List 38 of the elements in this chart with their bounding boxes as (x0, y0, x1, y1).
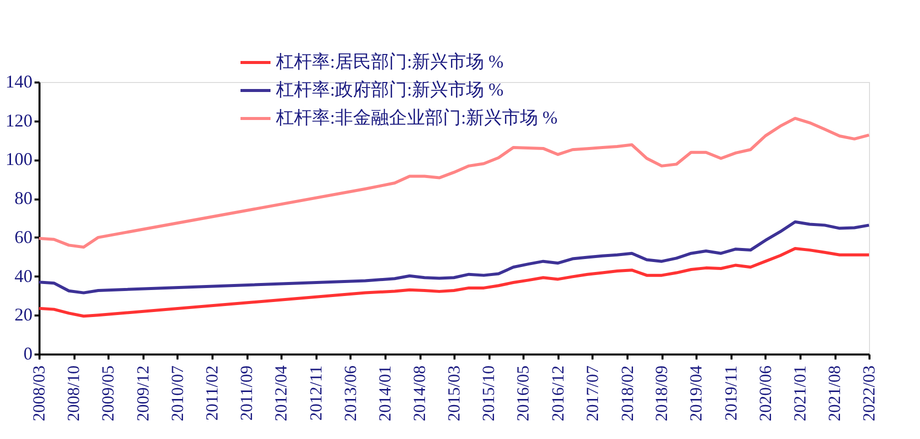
x-tick-label: 2012/04 (272, 365, 291, 422)
y-tick-label: 100 (6, 149, 32, 170)
legend-label: 杠杆率:居民部门:新兴市场 % (275, 52, 504, 72)
x-tick-label: 2014/01 (376, 366, 395, 422)
x-tick-label: 2008/03 (30, 366, 48, 422)
x-tick-label: 2018/02 (618, 366, 637, 422)
x-tick-label: 2018/09 (652, 366, 672, 422)
line-series (38, 247, 870, 318)
y-tick-label: 40 (14, 266, 32, 286)
legend-label: 杠杆率:政府部门:新兴市场 % (275, 80, 504, 100)
x-tick-label: 2010/07 (168, 365, 187, 422)
y-tick-label: 140 (6, 72, 32, 92)
x-tick-label: 2009/05 (98, 366, 118, 422)
y-tick-label: 80 (14, 188, 32, 208)
legend-label: 杠杆率:非金融企业部门:新兴市场 % (275, 108, 558, 128)
line-series (38, 220, 870, 294)
x-tick-label: 2014/08 (410, 366, 430, 422)
x-tick-label: 2016/05 (514, 366, 533, 422)
y-tick-label: 60 (14, 226, 32, 247)
x-tick-label: 2021/01 (790, 366, 810, 422)
x-tick-label: 2008/10 (64, 366, 84, 422)
x-tick-label: 2011/09 (237, 366, 256, 421)
x-tick-label: 2009/12 (133, 366, 152, 422)
x-tick-label: 2021/08 (825, 366, 844, 422)
x-tick-label: 2011/02 (202, 366, 222, 421)
y-tick-label: 0 (24, 344, 32, 364)
x-tick-label: 2019/11 (721, 366, 740, 421)
x-tick-label: 2012/11 (306, 366, 326, 421)
x-tick-label: 2015/10 (479, 366, 498, 422)
x-tick-label: 2019/04 (686, 365, 706, 422)
x-tick-label: 2022/03 (860, 366, 878, 422)
x-tick-label: 2016/12 (548, 366, 568, 422)
y-tick-label: 20 (14, 304, 32, 325)
x-tick-label: 2013/06 (340, 366, 360, 422)
x-tick-label: 2017/07 (582, 365, 602, 422)
x-tick-label: 2015/03 (444, 366, 464, 422)
y-tick-label: 120 (6, 110, 32, 130)
x-tick-label: 2020/06 (756, 366, 775, 422)
